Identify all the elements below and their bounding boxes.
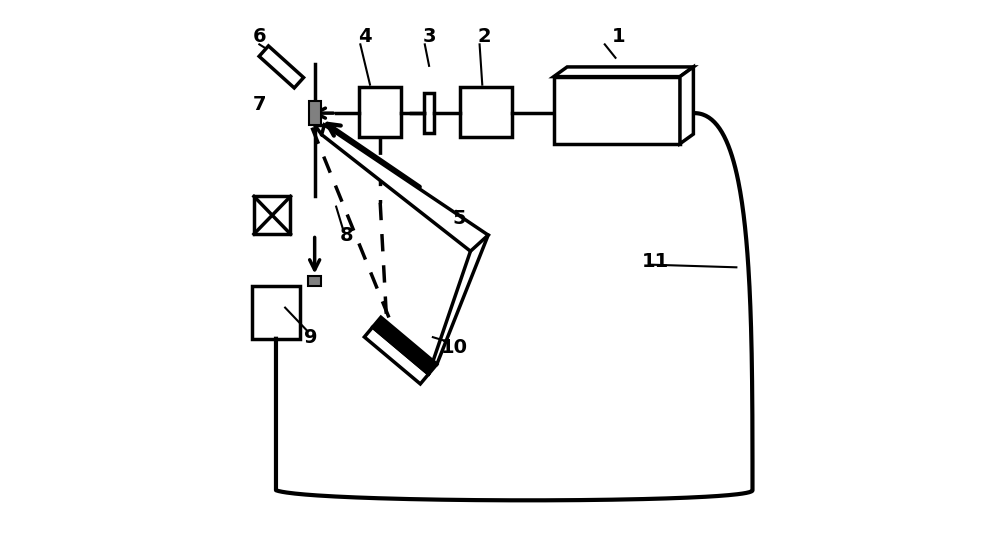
Polygon shape [309,102,321,125]
Polygon shape [554,77,680,144]
Text: 9: 9 [304,328,318,347]
Bar [252,286,300,339]
Polygon shape [322,125,488,251]
Bar [308,276,321,286]
Text: 8: 8 [340,226,354,245]
Polygon shape [364,327,429,384]
Bar [424,93,434,133]
Text: 11: 11 [642,252,669,272]
Polygon shape [259,46,304,88]
Bar [254,197,290,234]
Polygon shape [373,317,437,374]
Bar [359,87,401,137]
Text: 7: 7 [253,95,266,114]
Text: 3: 3 [422,27,436,46]
Polygon shape [554,67,693,77]
Text: 5: 5 [453,210,467,228]
Text: 6: 6 [253,27,266,46]
Text: 4: 4 [358,27,371,46]
Polygon shape [680,67,693,144]
Text: 10: 10 [441,339,468,357]
Bar [460,87,512,137]
Text: 2: 2 [477,27,491,46]
Text: 1: 1 [611,27,625,46]
